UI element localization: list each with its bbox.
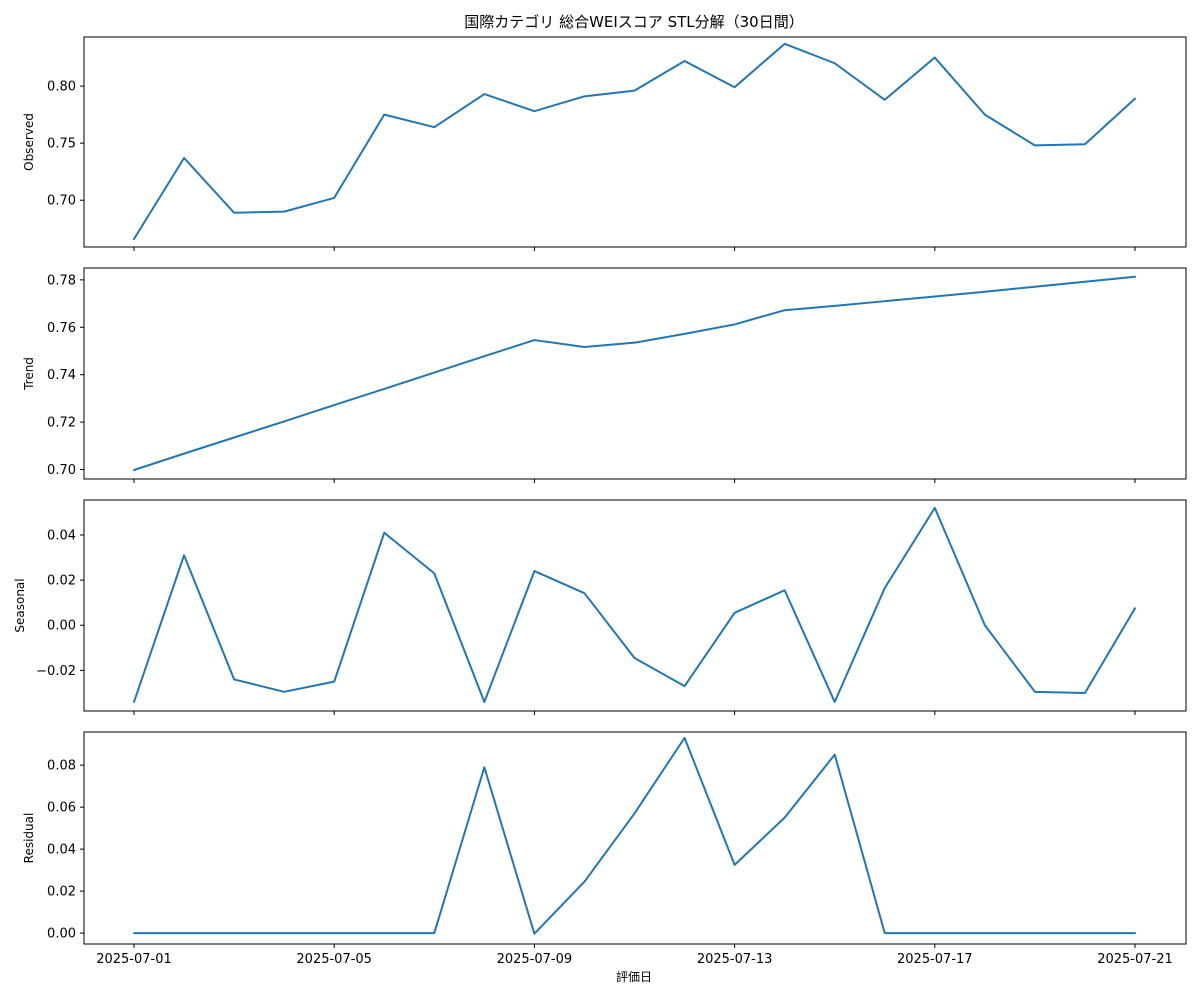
x-tick-label: 2025-07-09 xyxy=(497,952,573,967)
residual-y-tick-label: 0.02 xyxy=(47,885,76,900)
x-tick-label: 2025-07-13 xyxy=(697,952,773,967)
residual-y-tick-label: 0.06 xyxy=(47,801,76,816)
residual-series-line xyxy=(133,736,1136,935)
trend-y-axis-label: Trend xyxy=(22,357,36,391)
residual-y-tick-label: 0.08 xyxy=(47,759,76,774)
trend-y-tick-label: 0.70 xyxy=(47,463,76,478)
observed-axes-frame xyxy=(83,36,1187,248)
observed-series-line xyxy=(133,42,1136,241)
residual-y-axis-label: Residual xyxy=(22,813,36,864)
seasonal-y-tick-label: 0.02 xyxy=(47,574,76,589)
x-tick-label: 2025-07-01 xyxy=(96,952,172,967)
seasonal-y-axis-label: Seasonal xyxy=(13,578,27,632)
seasonal-axes-frame xyxy=(83,499,1187,712)
observed-y-axis-label: Observed xyxy=(22,113,36,171)
seasonal-y-tick-label: 0.04 xyxy=(47,528,76,543)
trend-y-tick-label: 0.72 xyxy=(47,416,76,431)
x-tick-label: 2025-07-17 xyxy=(897,952,973,967)
x-tick-label: 2025-07-21 xyxy=(1097,952,1173,967)
trend-y-tick-label: 0.74 xyxy=(47,368,76,383)
residual-y-tick-label: 0.00 xyxy=(47,927,76,942)
chart-title: 国際カテゴリ 総合WEIスコア STL分解（30日間） xyxy=(464,13,803,31)
trend-panel: 0.70 0.72 0.74 0.76 0.78 Trend xyxy=(22,267,1187,483)
seasonal-series-line xyxy=(133,506,1136,703)
seasonal-panel: −0.02 0.00 0.02 0.04 Seasonal xyxy=(13,499,1187,715)
observed-y-tick-label: 0.70 xyxy=(47,194,76,209)
trend-y-tick-label: 0.78 xyxy=(47,273,76,288)
residual-axes-frame xyxy=(83,731,1187,945)
trend-axes-frame xyxy=(83,267,1187,480)
observed-y-tick-label: 0.75 xyxy=(47,137,76,152)
observed-y-tick-label: 0.80 xyxy=(47,80,76,95)
residual-panel: 0.00 0.02 0.04 0.06 0.08 2025-07-01 2025-07-05… xyxy=(22,731,1187,967)
trend-y-tick-label: 0.76 xyxy=(47,321,76,336)
seasonal-y-tick-label: 0.00 xyxy=(47,619,76,634)
seasonal-y-tick-label: −0.02 xyxy=(36,664,76,679)
x-tick-label: 2025-07-05 xyxy=(296,952,372,967)
trend-series-line xyxy=(133,275,1136,471)
residual-y-tick-label: 0.04 xyxy=(47,843,76,858)
observed-panel: 0.70 0.75 0.80 Observed xyxy=(22,36,1187,251)
x-axis-label: 評価日 xyxy=(616,969,652,984)
